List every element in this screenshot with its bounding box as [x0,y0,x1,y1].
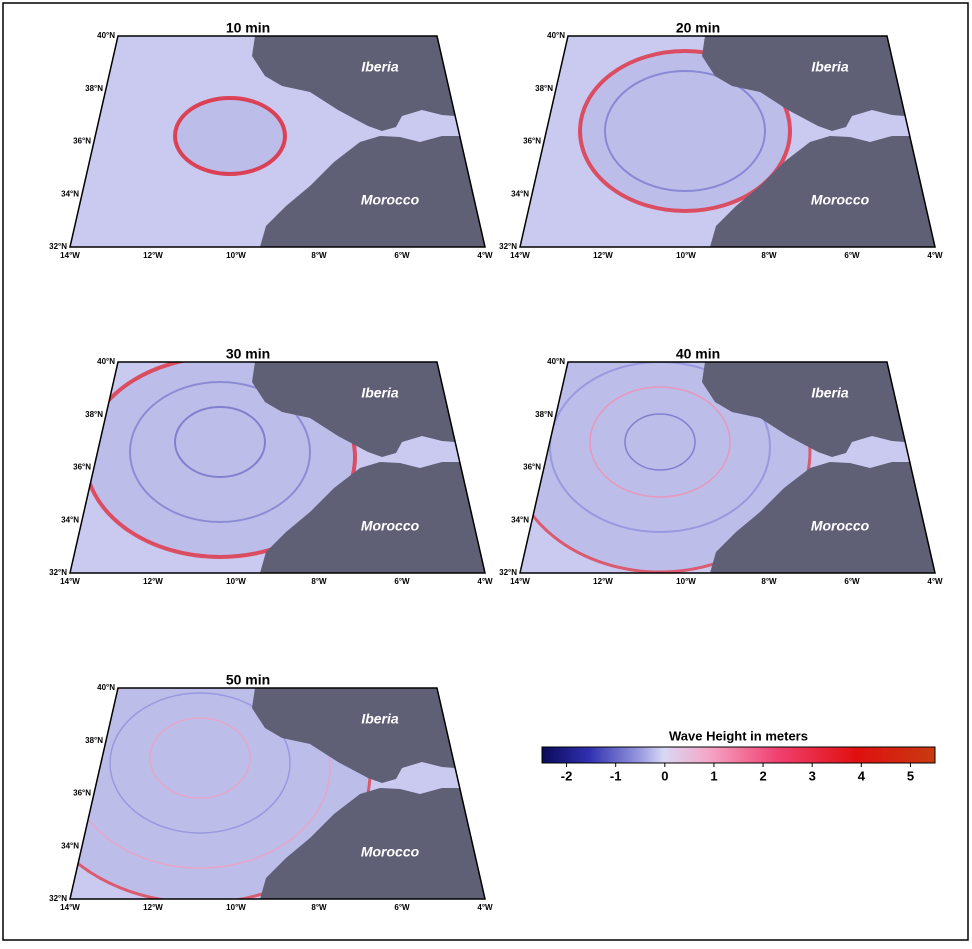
lon-label: 12°W [143,903,163,912]
region-label: Iberia [361,711,399,727]
lat-label: 38°N [85,84,103,93]
colorbar-tick-label: 1 [710,768,717,783]
lon-label: 8°W [761,577,777,586]
region-label: Morocco [811,192,870,208]
lat-label: 36°N [523,463,541,472]
lat-label: 38°N [535,410,553,419]
lon-label: 14°W [60,903,80,912]
region-label: Iberia [361,59,399,75]
lon-label: 4°W [927,251,943,260]
lat-label: 36°N [73,789,91,798]
lat-label: 36°N [523,137,541,146]
lon-label: 8°W [761,251,777,260]
map-panel: 20 minIberiaMorocco40°N38°N36°N34°N32°N1… [499,20,943,260]
lat-label: 32°N [49,242,67,251]
lat-label: 32°N [49,568,67,577]
lat-label: 36°N [73,463,91,472]
panel-title: 10 min [226,20,270,36]
colorbar [542,747,935,763]
colorbar-tick-label: -1 [610,768,622,783]
region-label: Morocco [361,192,420,208]
panel-title: 40 min [676,346,720,362]
colorbar-tick-label: 0 [661,768,668,783]
lon-label: 12°W [593,577,613,586]
lat-label: 34°N [511,189,529,198]
region-label: Iberia [361,385,399,401]
lon-label: 12°W [143,251,163,260]
lat-label: 40°N [97,357,115,366]
lon-label: 4°W [477,577,493,586]
region-label: Iberia [811,385,849,401]
region-label: Morocco [361,518,420,534]
lon-label: 10°W [676,577,696,586]
lon-label: 10°W [226,903,246,912]
lat-label: 34°N [61,515,79,524]
lon-label: 6°W [394,251,410,260]
lat-label: 40°N [547,31,565,40]
map-panel: 40 minIberiaMorocco40°N38°N36°N34°N32°N1… [499,332,943,586]
map-panel: 10 minIberiaMorocco40°N38°N36°N34°N32°N1… [49,20,493,260]
lon-label: 6°W [844,251,860,260]
lon-label: 10°W [226,251,246,260]
figure: 10 minIberiaMorocco40°N38°N36°N34°N32°N1… [0,0,972,944]
colorbar-tick-label: -2 [561,768,573,783]
lat-label: 40°N [97,683,115,692]
lon-label: 12°W [143,577,163,586]
lon-label: 14°W [510,251,530,260]
map-panel: 50 minIberiaMorocco40°N38°N36°N34°N32°N1… [30,643,493,912]
lat-label: 34°N [511,515,529,524]
panel-title: 50 min [226,672,270,688]
lon-label: 6°W [394,903,410,912]
region-label: Morocco [811,518,870,534]
lon-label: 12°W [593,251,613,260]
colorbar-title: Wave Height in meters [669,728,808,743]
lon-label: 6°W [844,577,860,586]
lat-label: 32°N [499,568,517,577]
lon-label: 14°W [510,577,530,586]
colorbar-tick-label: 3 [809,768,816,783]
lon-label: 6°W [394,577,410,586]
lon-label: 10°W [226,577,246,586]
colorbar-tick-label: 2 [759,768,766,783]
region-label: Iberia [811,59,849,75]
lat-label: 32°N [499,242,517,251]
map-panel: 30 minIberiaMorocco40°N38°N36°N34°N32°N1… [49,346,493,586]
lon-label: 14°W [60,251,80,260]
region-label: Morocco [361,844,420,860]
lat-label: 40°N [97,31,115,40]
colorbar-tick-label: 4 [858,768,866,783]
panel-title: 20 min [676,20,720,36]
lon-label: 8°W [311,251,327,260]
lat-label: 34°N [61,841,79,850]
lon-label: 8°W [311,577,327,586]
lon-label: 4°W [477,903,493,912]
colorbar-tick-label: 5 [907,768,914,783]
lat-label: 38°N [85,410,103,419]
panel-title: 30 min [226,346,270,362]
lon-label: 14°W [60,577,80,586]
lat-label: 38°N [535,84,553,93]
lat-label: 38°N [85,736,103,745]
lat-label: 34°N [61,189,79,198]
lon-label: 4°W [927,577,943,586]
lon-label: 8°W [311,903,327,912]
lat-label: 32°N [49,894,67,903]
lon-label: 4°W [477,251,493,260]
lat-label: 36°N [73,137,91,146]
lat-label: 40°N [547,357,565,366]
lon-label: 10°W [676,251,696,260]
